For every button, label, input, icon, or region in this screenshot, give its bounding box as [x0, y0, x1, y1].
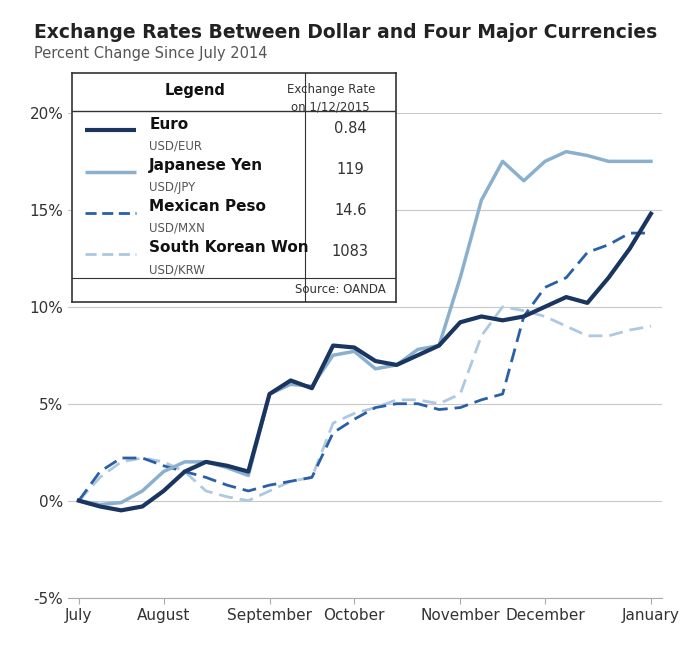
Text: 0.84: 0.84 [334, 121, 366, 135]
Text: 14.6: 14.6 [334, 203, 366, 218]
Text: USD/JPY: USD/JPY [149, 181, 196, 194]
Text: Legend: Legend [164, 84, 225, 98]
Text: Exchange Rates Between Dollar and Four Major Currencies: Exchange Rates Between Dollar and Four M… [34, 23, 657, 42]
Text: Euro: Euro [149, 117, 188, 131]
Text: Exchange Rate
on 1/12/2015: Exchange Rate on 1/12/2015 [286, 84, 375, 114]
Text: Percent Change Since July 2014: Percent Change Since July 2014 [34, 46, 267, 62]
Text: USD/EUR: USD/EUR [149, 139, 203, 153]
Text: South Korean Won: South Korean Won [149, 240, 309, 255]
Text: USD/MXN: USD/MXN [149, 222, 205, 235]
Text: USD/KRW: USD/KRW [149, 263, 205, 276]
Text: Mexican Peso: Mexican Peso [149, 199, 266, 214]
Text: 1083: 1083 [331, 244, 369, 259]
Text: 119: 119 [336, 162, 364, 177]
Text: Japanese Yen: Japanese Yen [149, 158, 263, 173]
Text: Source: OANDA: Source: OANDA [295, 283, 386, 296]
